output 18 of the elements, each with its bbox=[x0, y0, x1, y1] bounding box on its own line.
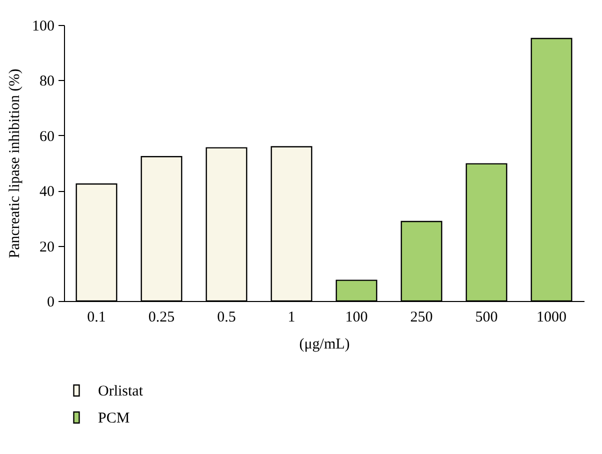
y-tick-label: 0 bbox=[47, 294, 54, 310]
x-tick-label: 1 bbox=[288, 310, 296, 326]
y-tick-label: 100 bbox=[32, 18, 54, 34]
legend-label: PCM bbox=[98, 410, 130, 426]
x-axis-title: (μg/mL) bbox=[299, 336, 350, 352]
x-tick-label: 250 bbox=[410, 310, 433, 326]
x-tick-label: 500 bbox=[475, 310, 498, 326]
legend-label: Orlistat bbox=[98, 384, 144, 400]
y-tick-label: 80 bbox=[40, 74, 54, 90]
y-tick-label: 20 bbox=[40, 239, 54, 256]
x-tick-label: 100 bbox=[345, 310, 368, 326]
x-tick-label: 1000 bbox=[536, 310, 566, 326]
y-tick-label: 40 bbox=[40, 184, 54, 200]
x-tick-label: 0.25 bbox=[148, 310, 175, 326]
y-tick-label: 60 bbox=[40, 128, 54, 145]
y-axis-title: Pancreatic lipase inhibition (%) bbox=[7, 68, 23, 258]
x-tick-label: 0.1 bbox=[87, 310, 106, 326]
x-tick-label: 0.5 bbox=[217, 310, 236, 326]
